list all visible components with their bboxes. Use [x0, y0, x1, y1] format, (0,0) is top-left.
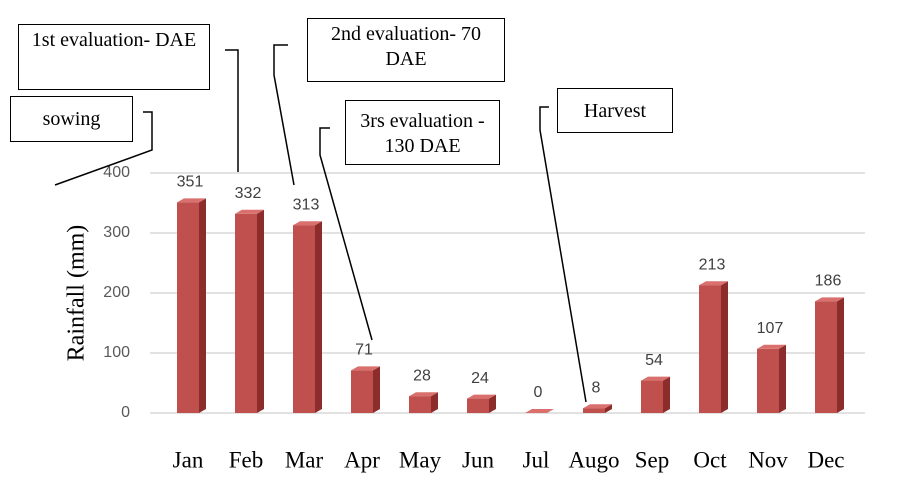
bar-top [583, 404, 612, 409]
leader-line [319, 127, 373, 341]
value-label: 107 [757, 320, 784, 337]
bar [757, 348, 779, 413]
bar [235, 213, 257, 413]
bar-side [315, 221, 322, 413]
value-label: 351 [177, 174, 204, 191]
annotation-box: 1st evaluation- DAE [18, 24, 210, 90]
bar-top [467, 394, 496, 399]
bar-side [489, 394, 496, 413]
value-label: 186 [815, 273, 842, 290]
x-tick-label: Dec [807, 447, 844, 472]
y-tick-label: 400 [103, 164, 130, 181]
bar-side [257, 209, 264, 413]
bar [641, 380, 663, 413]
x-tick-label: Sep [635, 447, 670, 472]
bar-top [699, 281, 728, 286]
bar [583, 408, 605, 413]
bar-side [721, 281, 728, 413]
bar-top [815, 297, 844, 302]
bar-top [525, 409, 554, 413]
bar-side [431, 392, 438, 413]
x-tick-label: Jul [523, 447, 550, 472]
bar-side [199, 198, 206, 413]
bar-top [641, 376, 670, 381]
y-tick-label: 100 [103, 344, 130, 361]
x-tick-label: Apr [344, 447, 380, 472]
annotation-box: 3rs evaluation - 130 DAE [345, 100, 500, 165]
bar-side [373, 366, 380, 413]
y-tick-label: 300 [103, 224, 130, 241]
annotation-box: 2nd evaluation- 70 DAE [307, 18, 505, 82]
bar [293, 225, 315, 413]
bar [177, 202, 199, 413]
bar-top [351, 366, 380, 371]
bar-top [177, 198, 206, 203]
bar [467, 398, 489, 413]
value-label: 332 [235, 185, 262, 202]
value-label: 8 [592, 379, 601, 396]
bar [351, 370, 373, 413]
y-tick-label: 200 [103, 284, 130, 301]
bar-side [837, 297, 844, 413]
bar-top [293, 221, 322, 226]
annotation-box: Harvest [557, 88, 673, 133]
x-tick-label: May [399, 447, 442, 472]
leader-line [273, 44, 295, 186]
leader-line [225, 49, 239, 172]
bar-side [779, 344, 786, 413]
value-label: 28 [413, 367, 431, 384]
bar [409, 396, 431, 413]
value-label: 0 [534, 384, 543, 401]
bar [815, 301, 837, 413]
value-label: 24 [471, 370, 489, 387]
y-axis-label: Rainfall (mm) [64, 225, 90, 362]
x-tick-label: Nov [748, 447, 788, 472]
y-tick-label: 0 [121, 404, 130, 421]
bar-side [663, 376, 670, 413]
x-tick-label: Augo [568, 447, 619, 472]
x-tick-label: Jun [462, 447, 494, 472]
leader-line [539, 106, 587, 403]
annotation-box: sowing [10, 96, 133, 142]
bar-top [235, 209, 264, 214]
x-tick-label: Feb [229, 447, 264, 472]
value-label: 213 [699, 256, 726, 273]
bar-top [757, 344, 786, 349]
x-tick-label: Jan [173, 447, 204, 472]
bar-top [409, 392, 438, 397]
value-label: 54 [645, 352, 663, 369]
leader-line [54, 111, 153, 186]
x-tick-label: Mar [285, 447, 324, 472]
leader-lines [54, 44, 587, 403]
bar [699, 285, 721, 413]
bar-side [605, 404, 612, 413]
value-label: 71 [355, 342, 373, 359]
x-tick-label: Oct [693, 447, 727, 472]
value-label: 313 [293, 196, 320, 213]
